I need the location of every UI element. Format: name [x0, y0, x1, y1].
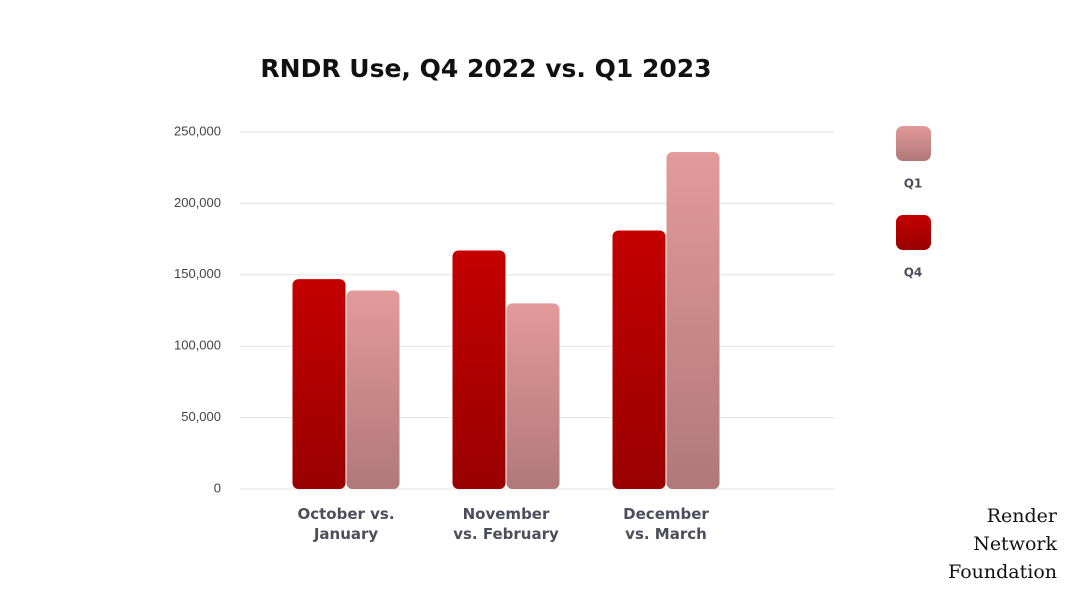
legend-label: Q1	[904, 177, 923, 191]
bar	[612, 230, 666, 490]
bar	[292, 279, 346, 489]
bar	[666, 151, 720, 489]
bar	[346, 290, 400, 489]
x-tick-label-line: January	[313, 525, 379, 543]
y-tick-label: 100,000	[174, 338, 221, 353]
y-tick-label: 150,000	[174, 266, 221, 281]
chart-title: RNDR Use, Q4 2022 vs. Q1 2023	[260, 54, 711, 83]
y-tick-label: 50,000	[181, 409, 221, 424]
x-tick-label-line: December	[623, 505, 709, 523]
x-tick-label: November vs. February	[453, 505, 559, 543]
legend-swatch	[896, 215, 931, 250]
bar	[506, 303, 560, 489]
legend-label: Q4	[904, 266, 923, 280]
bar	[452, 250, 506, 489]
x-tick-label-line: vs. March	[625, 525, 707, 543]
x-tick-label: December vs. March	[623, 505, 709, 543]
legend-swatch	[896, 126, 931, 161]
y-tick-label: 250,000	[174, 123, 221, 138]
y-tick-label: 0	[214, 480, 221, 495]
x-tick-label-line: November	[463, 505, 550, 523]
watermark: Network	[973, 533, 1057, 555]
watermark: Render	[987, 505, 1058, 527]
x-tick-label: October vs. January	[297, 505, 394, 543]
x-tick-label-line: vs. February	[453, 525, 559, 543]
y-tick-label: 200,000	[174, 195, 221, 210]
watermark: Foundation	[948, 561, 1057, 583]
x-tick-label-line: October vs.	[297, 505, 394, 523]
